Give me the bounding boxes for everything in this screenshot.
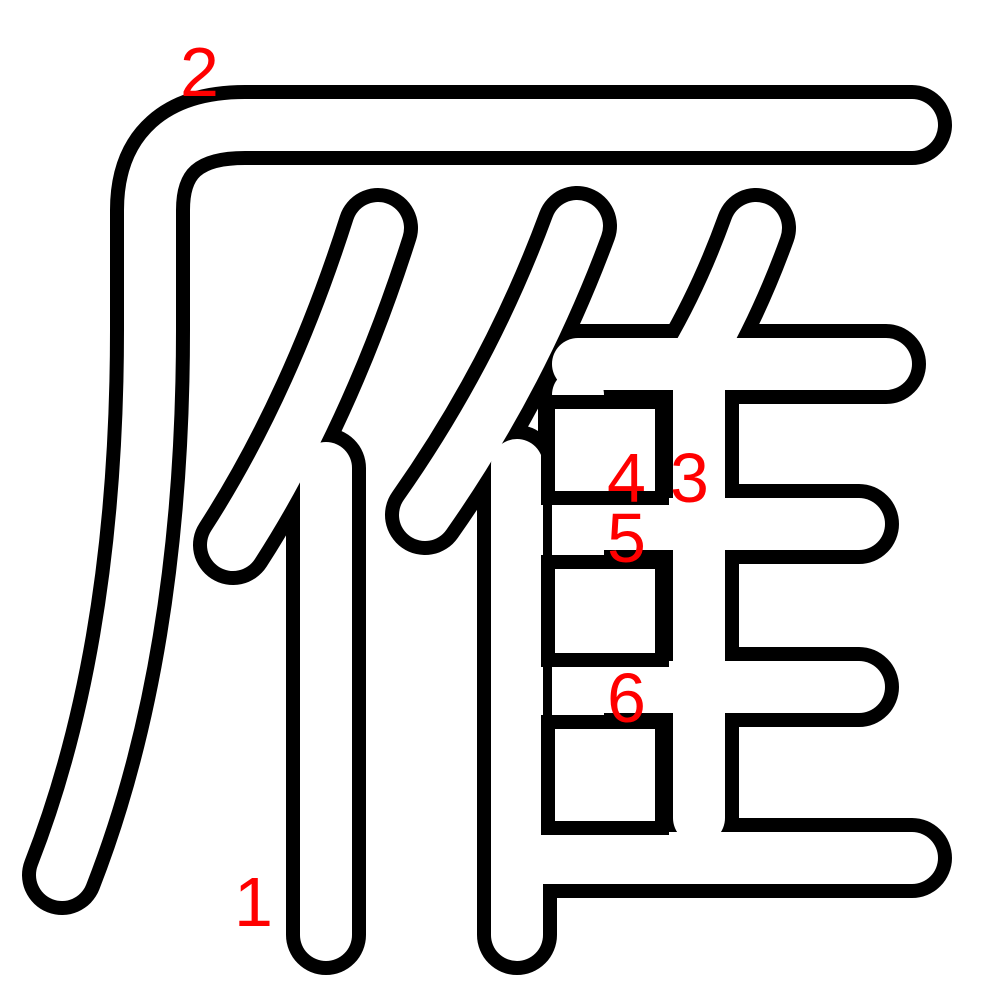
- stroke-number-2: 2: [180, 33, 219, 111]
- box-counter-bottom: [541, 715, 669, 835]
- stroke-number-4: 4: [607, 439, 646, 517]
- box-counter-top: [541, 395, 669, 505]
- stroke-number-6: 6: [607, 659, 646, 737]
- stroke-number-5: 5: [607, 499, 646, 577]
- stroke-numbers: 1 2 3 4 5 6: [180, 33, 709, 941]
- left-slash-1-fill: [207, 202, 404, 571]
- left-slash-2-fill: [399, 200, 603, 541]
- box-counters: [541, 395, 669, 835]
- stroke-number-3: 3: [670, 439, 709, 517]
- box-counter-middle: [541, 555, 669, 667]
- stroke-2-hook-fill: [36, 99, 938, 901]
- stroke-number-1: 1: [234, 863, 273, 941]
